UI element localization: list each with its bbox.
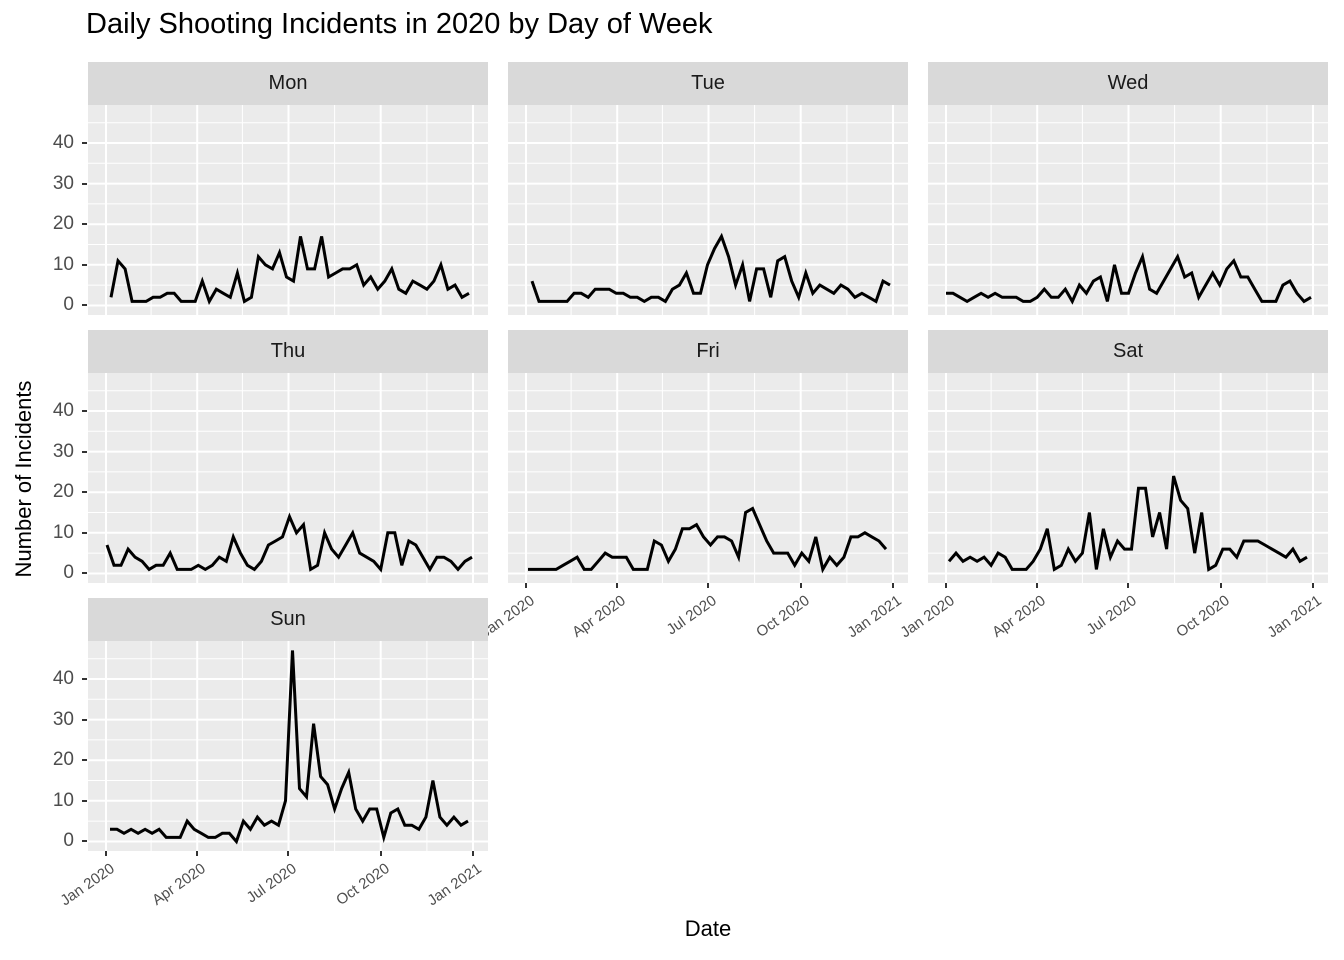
y-tick-label: 40 [52,132,74,153]
x-tick-mark [1127,583,1129,588]
x-tick-mark [616,583,618,588]
y-tick-mark [82,491,87,493]
y-tick-label: 10 [52,790,74,811]
x-tick-label: Jan 2021 [844,592,905,642]
x-tick-mark [945,583,947,588]
gridlines-major [508,105,908,315]
x-tick-mark [287,851,289,856]
y-tick-mark [82,264,87,266]
gridlines-major [88,373,488,583]
y-tick-mark [82,304,87,306]
y-tick-mark [82,572,87,574]
incidents-line-thu [105,512,473,573]
y-tick-label: 30 [52,441,74,462]
gridlines-major [508,373,908,583]
y-tick-label: 10 [52,254,74,275]
gridlines-major [928,373,1328,583]
y-tick-label: 20 [52,481,74,502]
x-tick-mark [1220,583,1222,588]
facet-panel-thu [88,373,488,583]
incidents-line-sun [110,650,469,845]
y-tick-label: 40 [52,668,74,689]
gridlines-major [88,105,488,315]
facet-strip-fri: Fri [508,330,908,373]
y-tick-label: 0 [63,830,74,851]
y-tick-mark [82,142,87,144]
incidents-line-wed [946,251,1312,305]
x-tick-mark [1312,583,1314,588]
x-tick-label: Jul 2020 [1083,592,1140,639]
facet-strip-sun: Sun [88,598,488,641]
y-tick-label: 30 [52,173,74,194]
facet-panel-mon [88,105,488,315]
y-axis-title: Number of Incidents [11,380,36,578]
facet-panel-fri [508,373,908,583]
incidents-line-sat [947,475,1308,572]
facet-panel-wed [928,105,1328,315]
x-tick-mark [1036,583,1038,588]
x-tick-label: Apr 2020 [569,592,629,641]
x-tick-mark [196,851,198,856]
y-tick-label: 20 [52,213,74,234]
x-tick-mark [525,583,527,588]
y-tick-label: 40 [52,400,74,421]
facet-strip-wed: Wed [928,62,1328,105]
y-tick-mark [82,840,87,842]
y-tick-mark [82,183,87,185]
x-tick-label: Jan 2021 [1264,592,1325,642]
facet-panel-tue [508,105,908,315]
x-tick-label: Apr 2020 [989,592,1049,641]
facet-panel-sun [88,641,488,851]
x-tick-label: Jan 2020 [897,592,958,642]
y-tick-label: 0 [63,562,74,583]
chart-title: Daily Shooting Incidents in 2020 by Day … [86,8,713,40]
y-tick-mark [82,678,87,680]
gridlines-major [928,105,1328,315]
y-tick-mark [82,719,87,721]
x-tick-mark [892,583,894,588]
facet-strip-tue: Tue [508,62,908,105]
y-tick-mark [82,451,87,453]
x-tick-label: Oct 2020 [1173,592,1233,641]
facet-strip-mon: Mon [88,62,488,105]
incidents-line-mon [109,236,470,306]
y-tick-label: 30 [52,709,74,730]
y-tick-mark [82,410,87,412]
y-tick-mark [82,800,87,802]
facet-strip-sat: Sat [928,330,1328,373]
y-tick-mark [82,759,87,761]
x-tick-mark [105,851,107,856]
facet-strip-thu: Thu [88,330,488,373]
x-tick-mark [707,583,709,588]
x-axis-title: Date [684,916,732,941]
facet-panel-sat [928,373,1328,583]
y-tick-mark [82,223,87,225]
x-tick-mark [380,851,382,856]
y-tick-label: 0 [63,294,74,315]
y-tick-label: 10 [52,522,74,543]
x-tick-mark [800,583,802,588]
y-tick-label: 20 [52,749,74,770]
incidents-line-tue [530,232,891,304]
incidents-line-fri [528,506,888,574]
y-tick-mark [82,532,87,534]
x-tick-label: Jul 2020 [663,592,720,639]
x-tick-label: Oct 2020 [753,592,813,641]
x-tick-mark [472,851,474,856]
